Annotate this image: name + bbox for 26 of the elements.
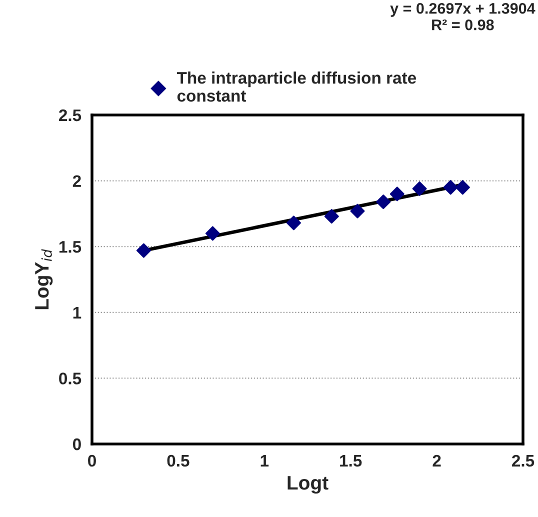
y-tick-label: 0 bbox=[72, 438, 81, 450]
point bbox=[376, 194, 391, 210]
y-tick-label: 1 bbox=[73, 306, 82, 318]
x-tick-label: 2.5 bbox=[512, 454, 534, 467]
y-tick-label: 2.5 bbox=[58, 109, 82, 122]
point bbox=[136, 243, 152, 258]
x-tick-label: 1 bbox=[260, 455, 269, 466]
point bbox=[286, 216, 301, 230]
point bbox=[412, 181, 427, 196]
point bbox=[443, 180, 458, 195]
legend-label: The intraparticle diffusion rate constant bbox=[176, 72, 416, 102]
point bbox=[205, 226, 220, 241]
x-tick-label: 1.5 bbox=[340, 455, 362, 467]
point bbox=[455, 180, 470, 195]
point bbox=[324, 209, 339, 224]
y-tick-label: 2 bbox=[72, 175, 81, 187]
x-tick-label: 0 bbox=[88, 454, 96, 467]
x-tick-label: 2 bbox=[432, 454, 441, 466]
x-tick-label: 0.5 bbox=[167, 454, 190, 467]
y-tick-label: 0.5 bbox=[59, 372, 82, 384]
point bbox=[350, 204, 365, 218]
point bbox=[390, 186, 404, 202]
x-axis-title: Logt bbox=[288, 476, 328, 494]
text: y = 0.2697x + 1.3904 R² = 0.98 bbox=[390, 2, 536, 30]
y-tick-label: 1.5 bbox=[59, 241, 82, 253]
y-axis-title: LogY$_{id}$ bbox=[35, 249, 53, 310]
